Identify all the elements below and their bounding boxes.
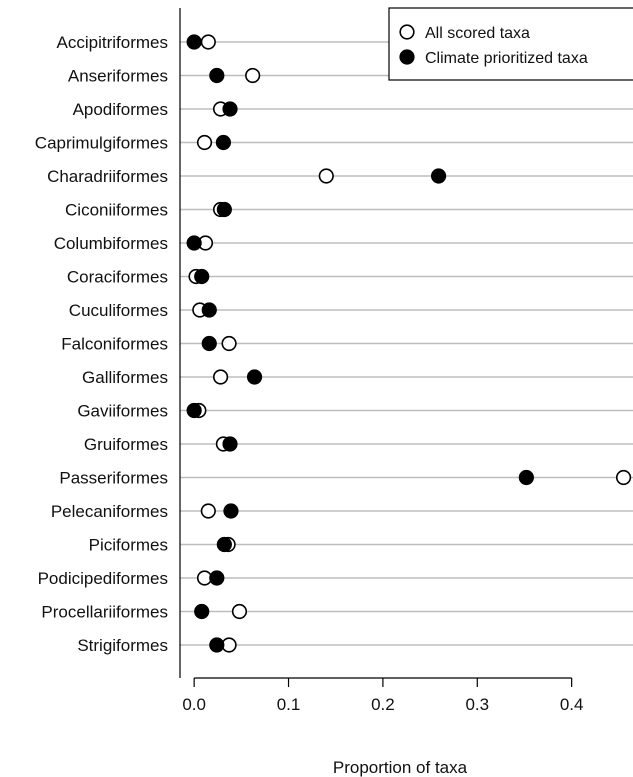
category-labels: Accipitriformes Anseriformes Apodiformes Ca… — [35, 33, 168, 655]
category-label-ciconiiformes: Ciconiiformes — [65, 201, 168, 220]
point-all-scored-taxa-accipitriformes — [200, 34, 216, 50]
legend-label-climate-prioritized-taxa: Climate prioritized taxa — [425, 50, 588, 67]
point-climate-prioritized-taxa-passeriformes — [518, 469, 534, 486]
point-all-scored-taxa-caprimulgiformes — [196, 134, 213, 151]
category-label-coraciformes: Coraciformes — [67, 268, 168, 287]
point-climate-prioritized-taxa-falconiformes — [201, 335, 217, 352]
point-climate-prioritized-taxa-apodiformes — [222, 101, 238, 117]
x-axis-title: Proportion of taxa — [333, 758, 468, 777]
category-label-gaviiformes: Gaviiformes — [77, 402, 168, 421]
category-label-anseriformes: Anseriformes — [68, 67, 168, 86]
category-label-passeriformes: Passeriformes — [59, 469, 168, 488]
x-tick-label: 0.4 — [560, 695, 584, 714]
point-all-scored-taxa-galliformes — [212, 369, 229, 385]
x-axis-ticks: 0.0 0.1 0.2 0.3 0.4 — [182, 678, 583, 714]
category-label-charadriiformes: Charadriiformes — [47, 167, 168, 186]
point-climate-prioritized-taxa-coraciformes — [194, 268, 210, 285]
point-all-scored-taxa-charadriiformes — [318, 168, 334, 184]
legend-label-all-scored-taxa: All scored taxa — [425, 25, 530, 42]
category-label-cuculiformes: Cuculiformes — [69, 301, 168, 320]
point-climate-prioritized-taxa-piciformes — [216, 536, 232, 553]
category-label-columbiformes: Columbiformes — [54, 234, 168, 253]
x-tick-label: 0.2 — [371, 695, 395, 714]
x-tick-label: 0.0 — [182, 695, 206, 714]
point-climate-prioritized-taxa-caprimulgiformes — [215, 134, 232, 151]
category-label-falconiformes: Falconiformes — [61, 335, 168, 354]
point-climate-prioritized-taxa-podicipediformes — [209, 570, 225, 586]
category-label-procellariiformes: Procellariiformes — [41, 603, 168, 622]
gridlines — [180, 41, 633, 646]
point-climate-prioritized-taxa-cuculiformes — [201, 302, 217, 318]
legend-marker-climate-prioritized-taxa — [399, 49, 415, 65]
category-label-gruiformes: Gruiformes — [84, 435, 168, 454]
data-points — [186, 34, 632, 653]
category-label-piciformes: Piciformes — [89, 536, 168, 555]
category-label-galliformes: Galliformes — [82, 368, 168, 387]
point-climate-prioritized-taxa-galliformes — [246, 369, 263, 385]
point-climate-prioritized-taxa-pelecaniformes — [223, 503, 239, 519]
point-all-scored-taxa-procellariiformes — [231, 603, 248, 620]
point-all-scored-taxa-anseriformes — [245, 67, 261, 84]
category-label-apodiformes: Apodiformes — [73, 100, 168, 119]
point-climate-prioritized-taxa-columbiformes — [186, 235, 202, 251]
legend-marker-all-scored-taxa — [399, 24, 415, 40]
point-all-scored-taxa-falconiformes — [221, 335, 237, 352]
category-label-caprimulgiformes: Caprimulgiformes — [35, 134, 168, 153]
x-tick-label: 0.1 — [277, 695, 301, 714]
category-label-accipitriformes: Accipitriformes — [57, 33, 168, 52]
point-all-scored-taxa-pelecaniformes — [200, 503, 216, 519]
point-climate-prioritized-taxa-gruiformes — [222, 436, 238, 452]
category-label-podicipediformes: Podicipediformes — [38, 569, 168, 588]
point-climate-prioritized-taxa-strigiformes — [209, 637, 225, 653]
legend-box — [388, 7, 633, 81]
point-all-scored-taxa-passeriformes — [615, 469, 632, 486]
point-climate-prioritized-taxa-ciconiiformes — [216, 201, 232, 218]
point-climate-prioritized-taxa-accipitriformes — [186, 34, 202, 50]
point-climate-prioritized-taxa-procellariiformes — [194, 603, 210, 620]
point-climate-prioritized-taxa-gaviiformes — [186, 402, 202, 419]
point-climate-prioritized-taxa-anseriformes — [209, 67, 225, 84]
category-label-pelecaniformes: Pelecaniformes — [51, 502, 168, 521]
legend: All scored taxa Climate prioritized taxa — [388, 7, 633, 81]
category-label-strigiformes: Strigiformes — [77, 636, 168, 655]
x-tick-label: 0.3 — [465, 695, 489, 714]
point-climate-prioritized-taxa-charadriiformes — [430, 168, 447, 184]
